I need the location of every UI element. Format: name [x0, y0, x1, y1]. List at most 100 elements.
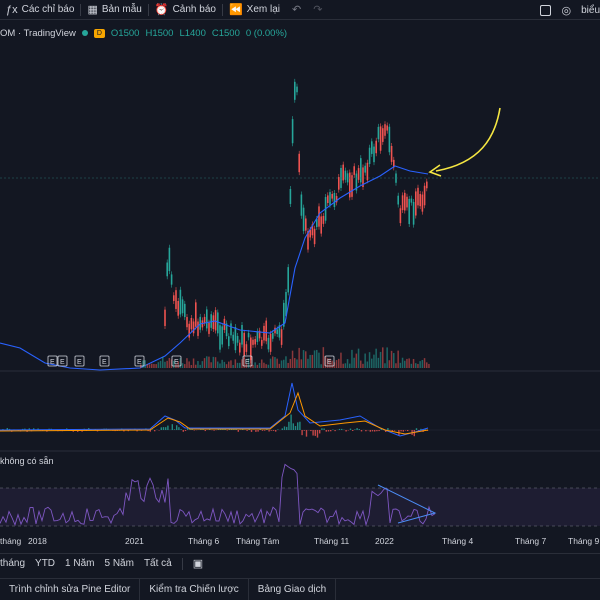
- range-ytd[interactable]: YTD: [35, 558, 56, 569]
- time-axis[interactable]: tháng 2018 2021 Tháng 6 Tháng Tám Tháng …: [0, 532, 600, 546]
- volume-bar: [291, 350, 294, 368]
- tab-trading-panel[interactable]: Bảng Giao dịch: [249, 578, 337, 600]
- indicators-button[interactable]: ƒx Các chỉ báo: [0, 0, 80, 20]
- candle-body: [173, 295, 175, 301]
- volume-bar: [186, 358, 188, 368]
- macd-histogram-bar: [264, 430, 266, 431]
- rewind-icon: ⏪: [228, 4, 243, 16]
- candle-body: [219, 325, 221, 350]
- symbol-legend: OM · TradingView D O1500 H1500 L1400 C15…: [0, 26, 287, 40]
- volume-bar: [234, 359, 237, 368]
- volume-bar: [258, 362, 261, 368]
- macd-histogram-bar: [213, 430, 215, 431]
- time-label: Tháng 9: [568, 536, 600, 546]
- volume-bar: [243, 357, 245, 368]
- macd-histogram-bar: [222, 429, 224, 430]
- camera-icon[interactable]: ◎: [561, 4, 572, 17]
- ohlc-open: O1500: [110, 27, 140, 39]
- templates-button[interactable]: ▦ Bản mẫu: [81, 0, 147, 20]
- volume-bar: [269, 358, 272, 368]
- layout-label[interactable]: biểu: [581, 4, 600, 16]
- candle-body: [421, 194, 424, 212]
- macd-histogram-bar: [162, 427, 165, 430]
- volume-bar: [302, 350, 305, 368]
- volume-bar: [177, 361, 179, 368]
- macd-histogram-bar: [407, 430, 409, 432]
- fullscreen-icon[interactable]: [540, 4, 552, 16]
- candle-body: [322, 215, 325, 224]
- symbol-title[interactable]: OM · TradingView: [0, 27, 76, 39]
- candle-body: [305, 218, 307, 231]
- candle-body: [307, 231, 309, 250]
- macd-histogram-bar: [160, 427, 162, 430]
- candle-body: [426, 181, 428, 189]
- candle-body: [335, 196, 338, 203]
- volume-bar: [285, 356, 287, 368]
- candle-body: [311, 224, 314, 236]
- candle-body: [195, 302, 197, 327]
- price-pane: [164, 78, 428, 364]
- templates-label: Bản mẫu: [101, 4, 142, 15]
- candle-body: [390, 145, 393, 162]
- volume-bar: [349, 363, 351, 368]
- time-label: Tháng 4: [442, 536, 474, 546]
- range-all[interactable]: Tất cả: [143, 558, 172, 569]
- candle-body: [342, 164, 344, 181]
- volume-bar: [199, 364, 201, 368]
- volume-bar: [287, 362, 289, 368]
- volume-bar: [355, 353, 358, 368]
- volume-bar: [419, 361, 421, 368]
- macd-histogram-bar: [281, 428, 283, 430]
- range-5y[interactable]: 5 Năm: [104, 558, 134, 569]
- volume-bar: [184, 364, 186, 368]
- candle-body: [296, 86, 298, 93]
- volume-bar: [166, 360, 168, 368]
- undo-button[interactable]: ↶: [286, 0, 307, 20]
- macd-histogram-bar: [352, 430, 354, 432]
- volume-bar: [410, 363, 413, 368]
- replay-button[interactable]: ⏪ Xem lại: [223, 0, 286, 20]
- macd-histogram-bar: [327, 430, 330, 432]
- calendar-icon[interactable]: ▣: [192, 558, 204, 570]
- candle-body: [291, 119, 294, 144]
- volume-bar: [318, 352, 320, 368]
- macd-histogram-bar: [369, 430, 371, 432]
- volume-bar: [188, 361, 190, 368]
- macd-histogram-bar: [418, 430, 420, 431]
- candle-body: [254, 339, 256, 345]
- volume-bar: [386, 347, 388, 368]
- volume-bar: [329, 358, 331, 368]
- alerts-button[interactable]: ⏰ Cảnh báo: [149, 0, 222, 20]
- volume-bar: [364, 353, 366, 368]
- volume-bar: [221, 359, 223, 368]
- volume-bar: [351, 349, 353, 368]
- macd-histogram-bar: [376, 430, 378, 432]
- macd-histogram-bar: [147, 430, 149, 432]
- range-month[interactable]: tháng: [0, 558, 26, 569]
- candle-body: [256, 331, 259, 342]
- candle-body: [401, 195, 404, 211]
- toolbar-divider: [80, 3, 82, 16]
- candle-body: [357, 168, 360, 180]
- market-status-icon: [81, 30, 88, 36]
- time-label: Tháng 6: [188, 536, 220, 546]
- time-label: Tháng 7: [515, 536, 547, 546]
- redo-button[interactable]: ↷: [307, 0, 328, 20]
- range-1y[interactable]: 1 Năm: [65, 558, 95, 569]
- rsi-pane: [0, 463, 600, 527]
- earnings-marker-label: E: [245, 359, 250, 366]
- volume-bar: [225, 364, 228, 368]
- tab-pine-editor[interactable]: Trình chỉnh sửa Pine Editor: [0, 578, 141, 600]
- candle-body: [375, 140, 377, 154]
- volume-bar: [322, 347, 325, 368]
- volume-bar: [320, 364, 322, 368]
- alarm-clock-icon: ⏰: [154, 4, 169, 16]
- tab-strategy-tester[interactable]: Kiểm tra Chiến lược: [140, 578, 249, 600]
- volume-bar: [371, 358, 373, 368]
- macd-histogram-bar: [334, 430, 336, 432]
- volume-bar: [206, 356, 208, 368]
- volume-bar: [428, 363, 430, 368]
- macd-histogram-bar: [136, 430, 138, 432]
- volume-bar: [212, 356, 215, 368]
